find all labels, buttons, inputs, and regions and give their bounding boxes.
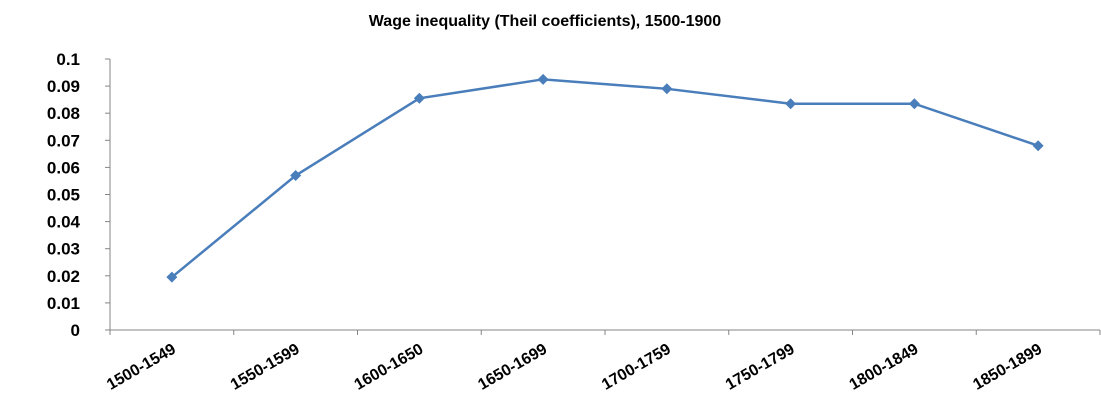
y-tick-label: 0.09 [47,77,80,96]
data-point [908,98,920,110]
y-tick-label: 0.04 [47,213,81,232]
chart-title: Wage inequality (Theil coefficients), 15… [369,13,722,30]
x-tick-label: 1850-1899 [970,341,1045,394]
x-tick-label: 1800-1849 [847,341,922,394]
x-tick-label: 1650-1699 [475,341,550,394]
y-tick-label: 0 [71,321,80,340]
data-point [1032,140,1044,152]
data-point [785,98,797,110]
data-point [661,83,673,95]
series-line [171,78,1039,279]
y-tick-label: 0.01 [47,294,80,313]
x-tick-label: 1750-1799 [723,341,798,394]
data-point [537,73,549,85]
data-point [413,92,425,104]
x-tick-label: 1600-1650 [352,341,427,394]
x-tick-label: 1700-1759 [599,341,674,394]
data-point [166,271,178,283]
x-tick-label: 1500-1549 [104,341,179,394]
y-tick-label: 0.1 [56,50,80,69]
y-tick-label: 0.02 [47,267,80,286]
y-tick-label: 0.03 [47,240,80,259]
y-tick-label: 0.06 [47,158,80,177]
data-point [290,170,302,182]
y-tick-label: 0.05 [47,186,80,205]
y-tick-label: 0.07 [47,131,80,150]
y-tick-label: 0.08 [47,104,80,123]
x-tick-label: 1550-1599 [228,341,303,394]
